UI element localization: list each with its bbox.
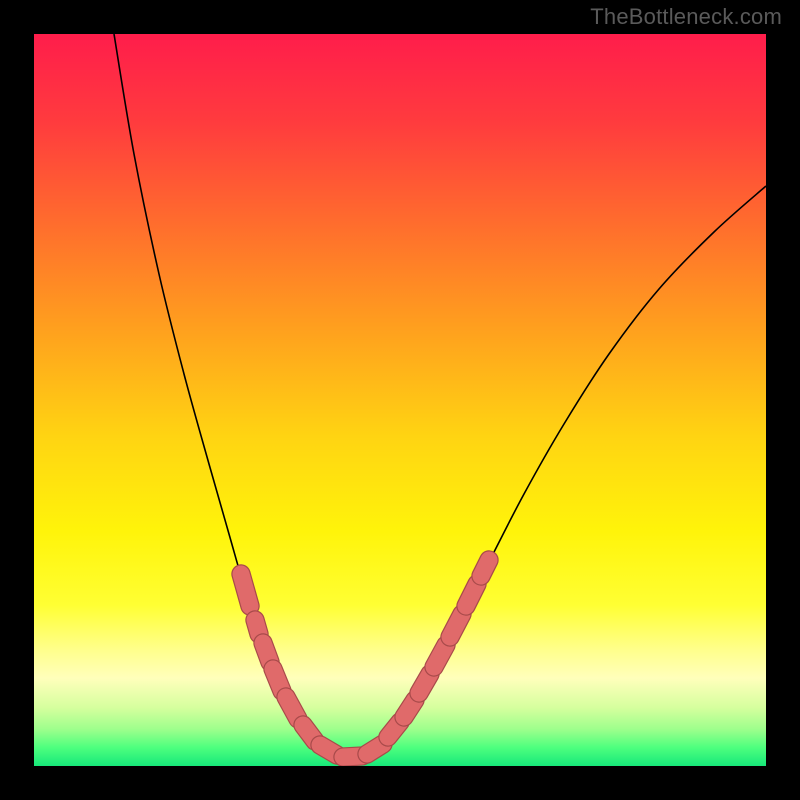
curve-marker (263, 643, 270, 662)
gradient-background (34, 34, 766, 766)
curve-marker (404, 700, 415, 717)
chart-plot-area (34, 34, 766, 766)
curve-marker (255, 620, 259, 634)
curve-marker (434, 645, 446, 667)
curve-marker (273, 669, 282, 691)
curve-marker (481, 560, 489, 576)
bottleneck-chart (34, 34, 766, 766)
curve-marker (367, 744, 383, 754)
curve-marker (466, 584, 477, 606)
curve-marker (450, 614, 462, 637)
curve-marker (419, 674, 430, 693)
curve-marker (286, 697, 298, 719)
curve-marker (241, 574, 250, 606)
watermark-text: TheBottleneck.com (590, 4, 782, 30)
